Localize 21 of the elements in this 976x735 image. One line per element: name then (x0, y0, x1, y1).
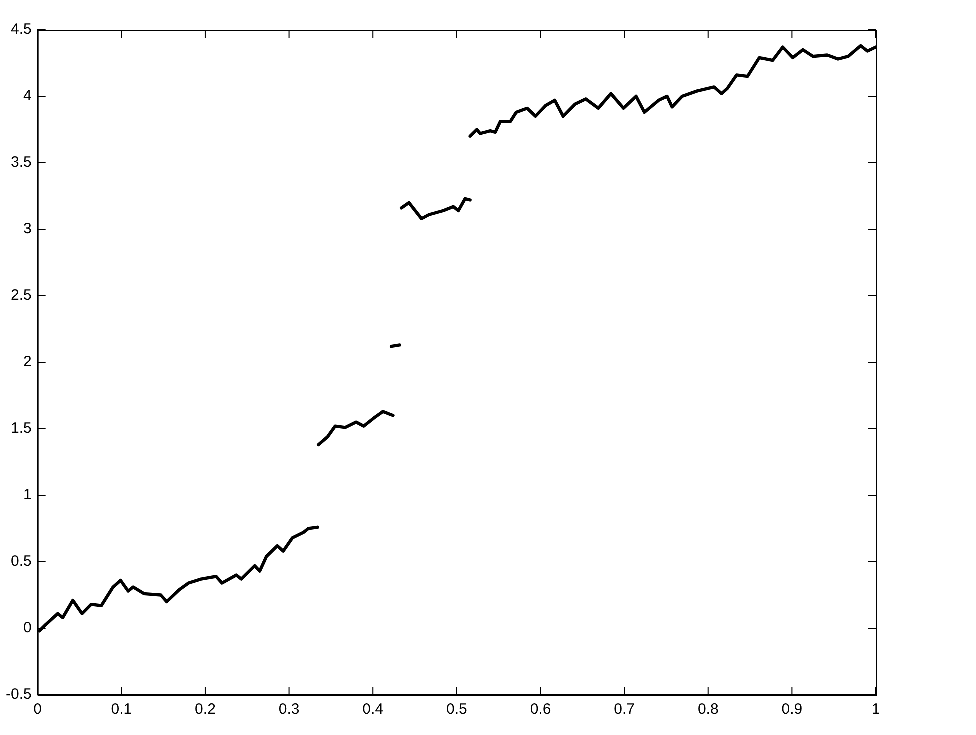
x-tick-label: 1 (872, 701, 880, 718)
y-tick-label: 1.5 (10, 420, 32, 438)
y-tick-label: 1 (24, 486, 32, 504)
y-tick-label: 4.5 (10, 21, 32, 38)
y-tick-label: 4 (24, 88, 32, 105)
x-tick-label: 0.1 (111, 701, 132, 718)
y-tick-label: 0.5 (10, 553, 32, 570)
x-tick-label: 0.7 (614, 701, 635, 718)
x-tick-label: 0.5 (446, 701, 468, 718)
x-tick-label: 0.6 (530, 701, 552, 718)
x-tick-label: 0.4 (362, 701, 384, 718)
x-tick-label: 0.9 (782, 701, 803, 718)
y-tick-label: 2.5 (10, 287, 32, 304)
x-tick-label: 0.8 (698, 701, 719, 718)
y-tick-label: 3.5 (10, 154, 32, 172)
y-tick-label: 3 (24, 220, 32, 238)
y-tick-label: -0.5 (6, 686, 32, 704)
y-tick-label: 0 (24, 620, 32, 637)
x-tick-label: 0.3 (278, 701, 300, 718)
x-tick-label: 0.2 (195, 701, 216, 718)
y-tick-label: 2 (24, 354, 32, 371)
